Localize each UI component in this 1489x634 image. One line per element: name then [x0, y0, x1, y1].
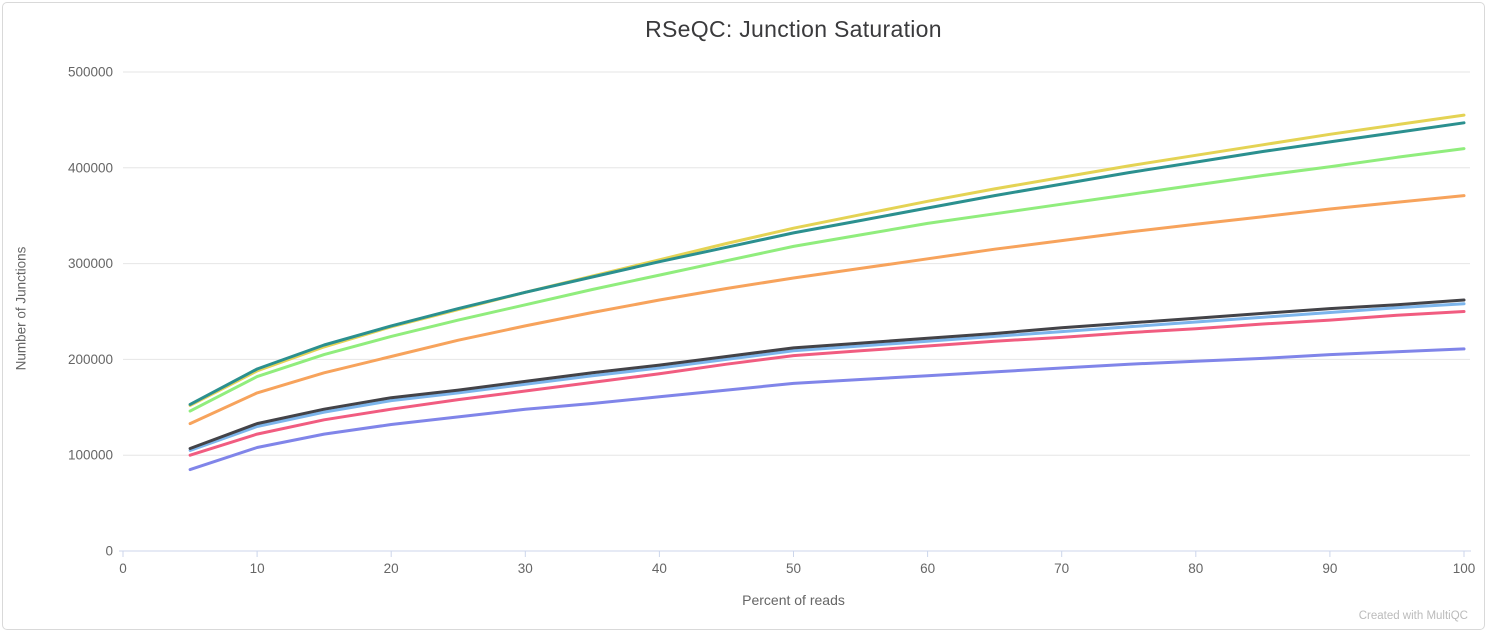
y-tick-label: 400000 [68, 160, 113, 175]
x-tick-label: 80 [1188, 561, 1203, 576]
series-line-series-8-teal[interactable] [188, 121, 1466, 406]
y-tick-label: 100000 [68, 448, 113, 463]
x-tick-label: 100 [1453, 561, 1476, 576]
x-tick-label: 50 [786, 561, 801, 576]
series-line-series-3-green[interactable] [188, 147, 1466, 413]
x-tick-label: 60 [920, 561, 935, 576]
series-line-series-6-pink[interactable] [188, 310, 1466, 457]
x-axis-title: Percent of reads [742, 592, 845, 608]
y-tick-label: 0 [105, 544, 113, 559]
series-line-series-5-purple[interactable] [188, 347, 1466, 472]
series-line-series-4-orange[interactable] [188, 194, 1466, 426]
series-line-series-7-yellow[interactable] [188, 113, 1466, 407]
series-line-series-1-light-blue[interactable] [188, 302, 1466, 452]
x-tick-label: 10 [250, 561, 265, 576]
x-tick-label: 20 [384, 561, 399, 576]
x-tick-label: 40 [652, 561, 667, 576]
x-tick-label: 90 [1322, 561, 1337, 576]
x-tick-label: 30 [518, 561, 533, 576]
y-axis-title: Number of Junctions [13, 246, 29, 371]
x-tick-label: 70 [1054, 561, 1069, 576]
x-tick-label: 0 [119, 561, 127, 576]
y-tick-label: 500000 [68, 65, 113, 80]
y-tick-label: 200000 [68, 352, 113, 367]
multiqc-credit: Created with MultiQC [1358, 610, 1468, 622]
y-tick-label: 300000 [68, 256, 113, 271]
chart-title: RSeQC: Junction Saturation [645, 16, 942, 42]
plot-svg[interactable]: 0 100000 200000 300000 400000 500000 0 10 20 30 40… [3, 3, 1485, 630]
series-line-series-2-dark-grey[interactable] [188, 298, 1466, 450]
